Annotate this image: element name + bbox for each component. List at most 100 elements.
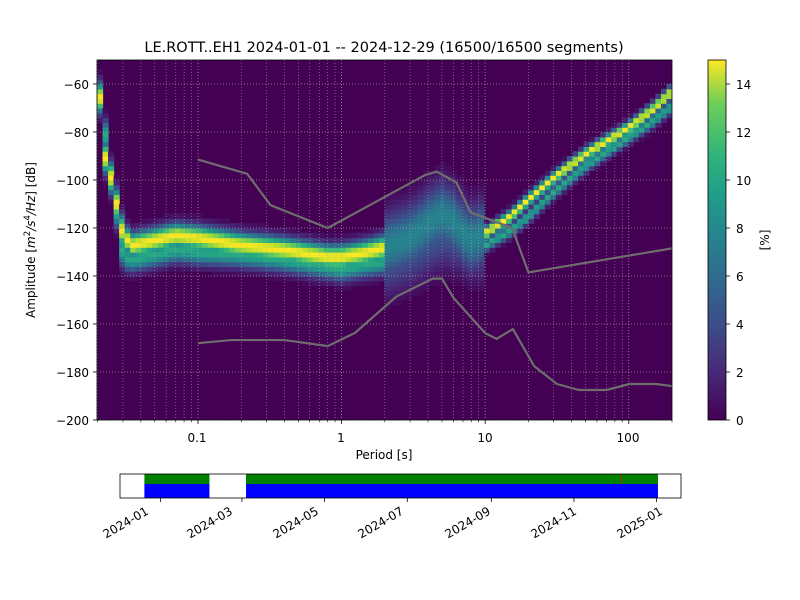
heatmap-cell <box>146 247 153 253</box>
heatmap-cell <box>345 232 352 239</box>
heatmap-cell <box>218 261 225 267</box>
heatmap-cell <box>428 237 435 243</box>
heatmap-cell <box>450 170 457 176</box>
heatmap-cell <box>434 213 441 219</box>
heatmap-cell <box>412 271 419 277</box>
heatmap-cell <box>528 204 535 210</box>
heatmap-cell <box>235 228 242 234</box>
heatmap-cell <box>246 252 253 258</box>
heatmap-cell <box>224 242 231 248</box>
heatmap-cell <box>638 136 645 143</box>
heatmap-cell <box>622 122 629 128</box>
heatmap-cell <box>362 228 369 234</box>
heatmap-cell <box>351 271 358 277</box>
heatmap-cell <box>356 271 363 277</box>
heatmap-cell <box>301 242 308 248</box>
heatmap-cell <box>141 271 148 277</box>
heatmap-cell <box>290 261 297 267</box>
heatmap-cell <box>627 127 634 133</box>
heatmap-cell <box>484 232 491 239</box>
heatmap-cell <box>384 300 391 306</box>
heatmap-cell <box>279 276 286 282</box>
heatmap-cell <box>240 271 247 277</box>
heatmap-cell <box>251 232 258 239</box>
heatmap-cell <box>290 228 297 234</box>
heatmap-cell <box>605 132 612 138</box>
heatmap-cell <box>461 194 469 200</box>
heatmap-cell <box>262 256 269 263</box>
heatmap-cell <box>461 256 469 263</box>
heatmap-cell <box>445 218 452 224</box>
heatmap-cell <box>406 213 413 219</box>
heatmap-cell <box>113 199 120 205</box>
heatmap-cell <box>141 247 148 253</box>
heatmap-cell <box>390 237 397 243</box>
heatmap-cell <box>384 213 391 219</box>
heatmap-cell <box>356 261 363 267</box>
heatmap-cell <box>168 247 176 253</box>
heatmap-cell <box>467 199 474 205</box>
heatmap-cell <box>484 218 491 224</box>
heatmap-cell <box>395 285 402 291</box>
heatmap-cell <box>362 271 369 277</box>
heatmap-cell <box>434 261 441 267</box>
heatmap-cell <box>472 271 480 277</box>
heatmap-cell <box>329 232 336 239</box>
heatmap-cell <box>500 228 507 234</box>
heatmap-cell <box>467 213 474 219</box>
heatmap-cell <box>207 223 214 229</box>
heatmap-cell <box>124 252 131 258</box>
heatmap-cell <box>423 247 430 253</box>
heatmap-cell <box>583 141 590 147</box>
heatmap-cell <box>185 261 192 267</box>
heatmap-cell <box>401 204 408 210</box>
y-tick-label--100: −100 <box>56 174 89 188</box>
heatmap-cell <box>450 271 457 277</box>
heatmap-cell <box>489 232 496 239</box>
heatmap-cell <box>555 189 563 195</box>
heatmap-cell <box>146 223 153 229</box>
heatmap-cell <box>135 271 142 277</box>
heatmap-cell <box>174 247 181 253</box>
heatmap-cell <box>412 290 419 296</box>
heatmap-cell <box>179 261 187 267</box>
heatmap-cell <box>130 223 137 229</box>
heatmap-cell <box>445 223 452 229</box>
heatmap-cell <box>301 247 308 253</box>
heatmap-cell <box>345 247 352 253</box>
heatmap-cell <box>224 271 231 277</box>
heatmap-cell <box>434 199 441 205</box>
heatmap-cell <box>307 237 314 243</box>
heatmap-cell <box>224 237 231 243</box>
heatmap-cell <box>506 232 513 239</box>
heatmap-cell <box>434 242 441 248</box>
heatmap-cell <box>555 180 563 186</box>
heatmap-cell <box>572 170 579 176</box>
heatmap-cell <box>445 252 452 258</box>
heatmap-cell <box>594 136 601 143</box>
heatmap-cell <box>401 256 408 263</box>
heatmap-cell <box>329 247 336 253</box>
heatmap-cell <box>262 266 269 272</box>
heatmap-cell <box>224 266 231 272</box>
heatmap-cell <box>367 247 375 253</box>
heatmap-cell <box>334 252 341 258</box>
heatmap-cell <box>284 271 292 277</box>
heatmap-cell <box>262 242 269 248</box>
heatmap-cell <box>517 223 524 229</box>
heatmap-cell <box>467 237 474 243</box>
heatmap-cell <box>528 218 535 224</box>
heatmap-cell <box>97 69 104 75</box>
heatmap-cell <box>218 256 225 263</box>
heatmap-cell <box>472 280 480 287</box>
heatmap-cell <box>423 285 430 291</box>
heatmap-cell <box>417 194 424 200</box>
heatmap-cell <box>472 218 480 224</box>
heatmap-cell <box>329 252 336 258</box>
heatmap-cell <box>273 237 281 243</box>
heatmap-cell <box>229 228 236 234</box>
heatmap-cell <box>168 213 176 219</box>
heatmap-cell <box>329 261 336 267</box>
heatmap-cell <box>119 232 126 239</box>
heatmap-cell <box>478 271 485 277</box>
